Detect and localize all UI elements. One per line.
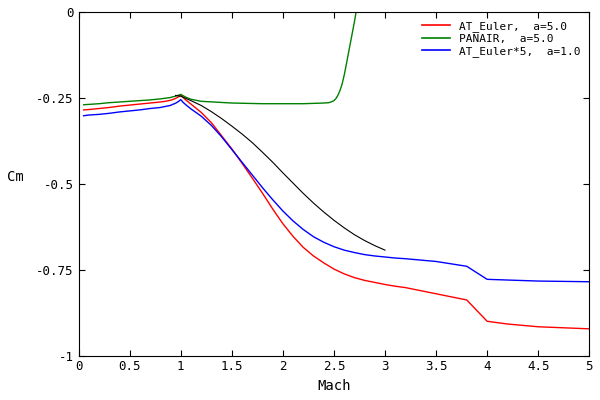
Y-axis label: Cm: Cm [7,170,23,184]
X-axis label: Mach: Mach [317,379,350,393]
Legend: AT_Euler,  a=5.0, PANAIR,  a=5.0, AT_Euler*5,  a=1.0: AT_Euler, a=5.0, PANAIR, a=5.0, AT_Euler… [419,18,584,60]
